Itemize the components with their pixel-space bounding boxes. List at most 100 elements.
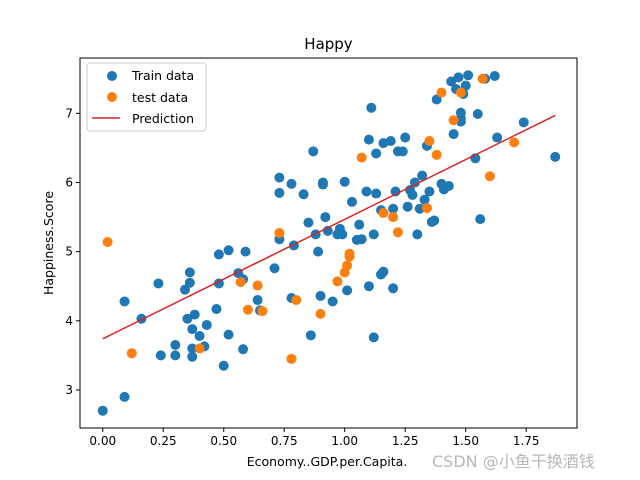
- x-tick-label: 1.25: [392, 434, 419, 448]
- train-point: [424, 186, 435, 197]
- train-point: [550, 151, 561, 162]
- train-point: [223, 245, 234, 256]
- train-point: [492, 132, 503, 143]
- train-point: [238, 344, 249, 355]
- train-point: [187, 351, 198, 362]
- train-point: [431, 94, 442, 105]
- test-point: [477, 73, 488, 84]
- train-point: [346, 196, 357, 207]
- train-point: [368, 332, 379, 343]
- test-point: [286, 353, 297, 364]
- train-point: [97, 405, 108, 416]
- legend-test-label: test data: [132, 90, 188, 105]
- train-point: [446, 76, 457, 87]
- test-point: [448, 115, 459, 126]
- train-point: [337, 229, 348, 240]
- test-point: [344, 248, 355, 259]
- watermark-text: CSDN @小鱼干换酒钱: [432, 452, 595, 471]
- train-point: [153, 278, 164, 289]
- train-point: [317, 179, 328, 190]
- test-point: [102, 236, 113, 247]
- y-axis: 3 4 5 6 7: [65, 106, 80, 397]
- train-point: [298, 189, 309, 200]
- x-tick-label: 1.75: [513, 434, 540, 448]
- train-point: [443, 180, 454, 191]
- test-point: [424, 135, 435, 146]
- train-point: [363, 134, 374, 145]
- plot-frame: [79, 57, 578, 429]
- train-point: [366, 102, 377, 113]
- train-point: [187, 343, 198, 354]
- x-tick-label: 0.25: [150, 434, 177, 448]
- train-point: [170, 350, 181, 361]
- legend-box: [86, 62, 207, 132]
- train-point: [194, 331, 205, 342]
- legend: Train data test data Prediction: [86, 62, 207, 132]
- train-point: [371, 148, 382, 159]
- train-point: [119, 296, 130, 307]
- train-point: [320, 212, 331, 223]
- train-point: [315, 290, 326, 301]
- train-point: [429, 215, 440, 226]
- train-point: [385, 135, 396, 146]
- train-point: [286, 178, 297, 189]
- train-point: [303, 217, 314, 228]
- test-point: [257, 306, 268, 317]
- test-point: [342, 260, 353, 271]
- prediction-line: [102, 114, 556, 340]
- x-tick-label: 0.00: [89, 434, 116, 448]
- train-point: [407, 189, 418, 200]
- y-tick-label: 4: [65, 314, 73, 328]
- y-tick-label: 6: [65, 175, 73, 189]
- train-point: [455, 107, 466, 118]
- train-point: [201, 319, 212, 330]
- train-point: [368, 229, 379, 240]
- train-point: [390, 186, 401, 197]
- test-point: [455, 87, 466, 98]
- train-point: [339, 176, 350, 187]
- train-point: [363, 281, 374, 292]
- train-point: [518, 117, 529, 128]
- train-point: [460, 80, 471, 91]
- train-point: [400, 132, 411, 143]
- y-tick-label: 7: [65, 106, 73, 120]
- legend-train-label: Train data: [131, 68, 194, 83]
- x-axis: 0.00 0.25 0.50 0.75 1.00 1.25 1.50 1.75: [89, 428, 540, 448]
- train-point: [417, 170, 428, 181]
- plot-area: [97, 70, 561, 416]
- train-point: [409, 177, 420, 188]
- train-point: [489, 70, 500, 81]
- test-point: [484, 171, 495, 182]
- train-point: [313, 246, 324, 257]
- train-point: [184, 267, 195, 278]
- train-point: [252, 295, 263, 306]
- test-point: [436, 87, 447, 98]
- train-point: [274, 172, 285, 183]
- train-point: [274, 187, 285, 198]
- test-point: [356, 152, 367, 163]
- train-point: [155, 350, 166, 361]
- train-point: [305, 330, 316, 341]
- train-point: [354, 219, 365, 230]
- train-point: [448, 129, 459, 140]
- x-axis-label: Economy..GDP.per.Capita.: [247, 454, 408, 469]
- train-point: [402, 201, 413, 212]
- train-point: [182, 313, 193, 324]
- train-point: [223, 329, 234, 340]
- train-point: [397, 146, 408, 157]
- train-point: [213, 249, 224, 260]
- train-point: [475, 214, 486, 225]
- train-point: [342, 285, 353, 296]
- test-point: [431, 149, 442, 160]
- y-tick-label: 3: [65, 383, 73, 397]
- train-point: [269, 263, 280, 274]
- train-point: [356, 234, 367, 245]
- train-point: [463, 70, 474, 81]
- test-point: [194, 343, 205, 354]
- test-point: [315, 308, 326, 319]
- train-point: [218, 360, 229, 371]
- train-point: [170, 340, 181, 351]
- x-tick-label: 0.75: [271, 434, 298, 448]
- legend-test-marker: [107, 92, 117, 102]
